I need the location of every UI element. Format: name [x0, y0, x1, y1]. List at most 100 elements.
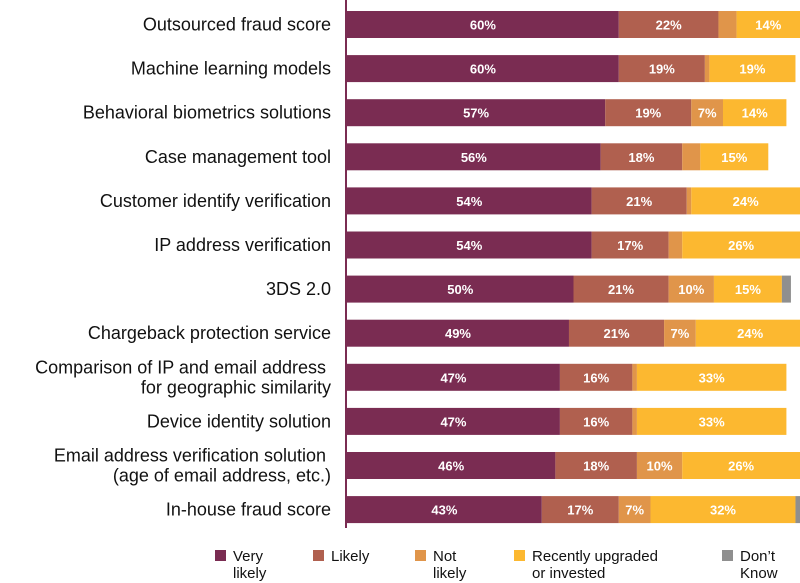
category-label-line: Machine learning models — [131, 59, 331, 79]
bar-segment — [632, 407, 637, 435]
data-label: 24% — [733, 194, 759, 209]
bar-segment — [695, 319, 800, 347]
bar-segment — [664, 319, 696, 347]
data-label: 18% — [583, 459, 609, 474]
legend-swatch — [215, 550, 226, 561]
bar-segment — [709, 55, 796, 83]
bar-segment — [347, 55, 619, 83]
category-label-line: Case management tool — [145, 147, 331, 167]
bar-segment — [555, 452, 637, 479]
bar-segment — [347, 363, 560, 391]
data-label: 43% — [431, 503, 457, 518]
data-label: 60% — [470, 62, 496, 77]
data-label: 7% — [625, 503, 644, 518]
category-label-line: Outsourced fraud score — [143, 15, 331, 35]
bar-segment — [573, 275, 669, 303]
data-label: 24% — [737, 326, 763, 341]
data-label: 10% — [647, 459, 673, 474]
category-label: Chargeback protection service — [88, 323, 331, 343]
legend-label: Not likely — [433, 548, 467, 582]
category-labels: Outsourced fraud score Machine learning m… — [35, 15, 331, 520]
data-label: 22% — [656, 18, 682, 33]
bar-segment — [541, 496, 619, 524]
bar-segment — [722, 99, 787, 127]
data-label: 26% — [728, 238, 754, 253]
legend-label-line: Don’t — [740, 548, 776, 565]
data-label: 16% — [583, 370, 609, 385]
bar-segment — [682, 231, 800, 259]
bar-segment — [668, 231, 683, 259]
data-label: 33% — [699, 414, 725, 429]
bar-segment — [636, 452, 683, 479]
legend-label-line: Likely — [331, 548, 370, 565]
category-label: Behavioral biometrics solutions — [83, 103, 331, 123]
legend-label-line: likely — [433, 565, 467, 582]
category-label: IP address verification — [154, 235, 331, 255]
category-label: Machine learning models — [131, 59, 331, 79]
bar-segment — [347, 275, 574, 303]
bar-segment — [618, 55, 705, 83]
data-label: 15% — [721, 150, 747, 165]
data-label: 47% — [440, 414, 466, 429]
category-label-line: IP address verification — [154, 235, 331, 255]
category-label: Email address verification solution (age… — [54, 446, 331, 486]
bar-segment — [650, 496, 796, 524]
legend-label-line: or invested — [532, 565, 605, 582]
bar-segment — [347, 407, 560, 435]
data-label: 57% — [463, 106, 489, 121]
data-label: 26% — [728, 459, 754, 474]
category-label-line: 3DS 2.0 — [266, 279, 331, 299]
legend-swatch — [514, 550, 525, 561]
bar-segment — [668, 275, 714, 303]
bar-segment — [795, 496, 800, 524]
legend-label-line: Know — [740, 565, 778, 582]
data-label: 14% — [742, 106, 768, 121]
data-label: 18% — [628, 150, 654, 165]
data-label: 19% — [635, 106, 661, 121]
category-label-line: Behavioral biometrics solutions — [83, 103, 331, 123]
legend-label-line: Not — [433, 548, 457, 565]
legend-label-line: Very — [233, 548, 264, 565]
data-label: 14% — [755, 18, 781, 33]
legend-label: Don’t Know — [740, 548, 778, 582]
bar-segment — [347, 143, 601, 171]
bar-segment — [713, 275, 782, 303]
data-label: 19% — [739, 62, 765, 77]
category-label-line: Comparison of IP and email address — [35, 357, 331, 377]
bar-segment — [605, 99, 692, 127]
bar-segment — [686, 187, 692, 215]
bar-segment — [559, 363, 633, 391]
data-label: 10% — [678, 282, 704, 297]
bar-segment — [618, 11, 719, 38]
data-label: 17% — [617, 238, 643, 253]
legend-swatch — [313, 550, 324, 561]
bar-segment — [718, 11, 737, 38]
legend-swatch — [415, 550, 426, 561]
data-label: 17% — [567, 503, 593, 518]
data-label: 54% — [456, 238, 482, 253]
legend-label: Very likely — [233, 548, 267, 582]
bar-segment — [632, 363, 637, 391]
bar-segment — [347, 452, 556, 479]
bar-segment — [682, 143, 701, 171]
data-label: 46% — [438, 459, 464, 474]
bar-segment — [618, 496, 651, 524]
category-label-line: Email address verification solution — [54, 446, 331, 466]
bar-segment — [347, 11, 619, 38]
data-label: 21% — [626, 194, 652, 209]
bar-segment — [700, 143, 769, 171]
bar-segment — [591, 231, 669, 259]
data-label: 21% — [604, 326, 630, 341]
data-label: 19% — [649, 62, 675, 77]
category-label: 3DS 2.0 — [266, 279, 331, 299]
legend-label: Likely — [331, 548, 370, 565]
bar-segment — [347, 319, 569, 347]
category-label-line: for geographic similarity — [141, 377, 331, 397]
data-label: 7% — [671, 326, 690, 341]
data-label: 50% — [447, 282, 473, 297]
bar-segment — [636, 407, 787, 435]
bar-segment — [704, 55, 710, 83]
category-label-line: In-house fraud score — [166, 500, 331, 520]
